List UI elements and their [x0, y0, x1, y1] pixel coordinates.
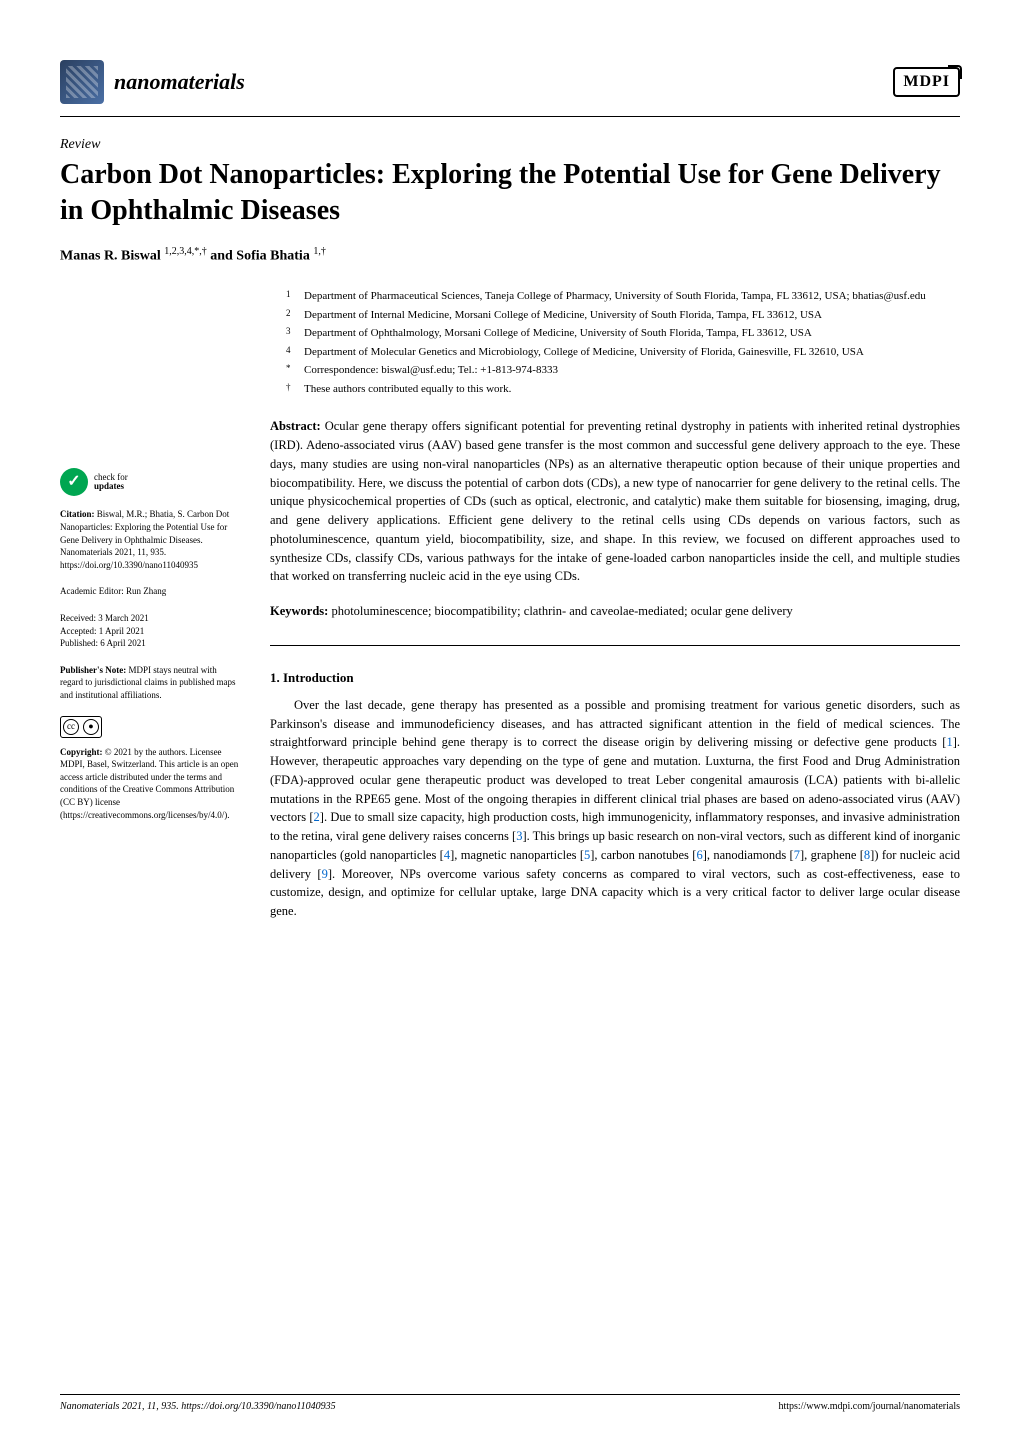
check-line1: check for	[94, 472, 128, 482]
accepted-date: 1 April 2021	[99, 626, 145, 636]
check-updates-text: check for updates	[94, 473, 128, 493]
accepted-label: Accepted:	[60, 626, 96, 636]
ref-link[interactable]: 4	[444, 848, 450, 862]
aff-num: 3	[286, 325, 296, 342]
aff-num: †	[286, 381, 296, 398]
publishers-note-label: Publisher's Note:	[60, 665, 126, 675]
affiliation-item: 2 Department of Internal Medicine, Morsan…	[286, 307, 960, 324]
keywords-divider	[270, 645, 960, 646]
editor-label: Academic Editor:	[60, 586, 124, 596]
footer-left: Nanomaterials 2021, 11, 935. https://doi…	[60, 1401, 336, 1412]
main-column: 1 Department of Pharmaceutical Sciences, …	[270, 288, 960, 921]
keywords-text: photoluminescence; biocompatibility; cla…	[331, 604, 792, 618]
ref-link[interactable]: 9	[322, 867, 328, 881]
aff-text: Department of Internal Medicine, Morsani…	[304, 307, 822, 324]
header-divider	[60, 116, 960, 117]
ref-link[interactable]: 6	[696, 848, 702, 862]
aff-text: Correspondence: biswal@usf.edu; Tel.: +1…	[304, 362, 558, 379]
published-label: Published:	[60, 638, 98, 648]
abstract-text: Ocular gene therapy offers significant p…	[270, 419, 960, 583]
article-type: Review	[60, 137, 960, 153]
ref-link[interactable]: 3	[516, 829, 522, 843]
article-title: Carbon Dot Nanoparticles: Exploring the …	[60, 157, 960, 230]
ref-link[interactable]: 2	[314, 810, 320, 824]
footer-right: https://www.mdpi.com/journal/nanomateria…	[778, 1401, 960, 1412]
editor-value: Run Zhang	[126, 586, 166, 596]
abstract-label: Abstract:	[270, 419, 321, 433]
received-label: Received:	[60, 613, 96, 623]
copyright-text: © 2021 by the authors. Licensee MDPI, Ba…	[60, 747, 238, 820]
aff-text: These authors contributed equally to thi…	[304, 381, 511, 398]
aff-text: Department of Ophthalmology, Morsani Col…	[304, 325, 812, 342]
check-updates-badge[interactable]: check for updates	[60, 468, 240, 496]
citation-label: Citation:	[60, 509, 95, 519]
aff-num: 2	[286, 307, 296, 324]
check-icon	[60, 468, 88, 496]
aff-num: 4	[286, 344, 296, 361]
affiliation-item: 4 Department of Molecular Genetics and Mi…	[286, 344, 960, 361]
body-text: Over the last decade, gene therapy has p…	[270, 696, 960, 921]
affiliations: 1 Department of Pharmaceutical Sciences, …	[270, 288, 960, 397]
dates-block: Received: 3 March 2021 Accepted: 1 April…	[60, 612, 240, 650]
citation-block: Citation: Biswal, M.R.; Bhatia, S. Carbo…	[60, 508, 240, 571]
published-date: 6 April 2021	[100, 638, 146, 648]
aff-text: Department of Pharmaceutical Sciences, T…	[304, 288, 926, 305]
aff-num: 1	[286, 288, 296, 305]
keywords: Keywords: photoluminescence; biocompatib…	[270, 602, 960, 621]
footer: Nanomaterials 2021, 11, 935. https://doi…	[60, 1394, 960, 1412]
license-block: cc ● Copyright: © 2021 by the authors. L…	[60, 716, 240, 822]
affiliation-item: 3 Department of Ophthalmology, Morsani Co…	[286, 325, 960, 342]
editor-block: Academic Editor: Run Zhang	[60, 585, 240, 598]
journal-icon	[60, 60, 104, 104]
ref-link[interactable]: 5	[584, 848, 590, 862]
cc-badge[interactable]: cc ●	[60, 716, 102, 738]
keywords-label: Keywords:	[270, 604, 328, 618]
aff-text: Department of Molecular Genetics and Mic…	[304, 344, 864, 361]
authors: Manas R. Biswal 1,2,3,4,*,† and Sofia Bh…	[60, 246, 960, 265]
affiliation-item: 1 Department of Pharmaceutical Sciences, …	[286, 288, 960, 305]
aff-num: *	[286, 362, 296, 379]
affiliation-item: † These authors contributed equally to th…	[286, 381, 960, 398]
affiliation-item: * Correspondence: biswal@usf.edu; Tel.: +…	[286, 362, 960, 379]
journal-name: nanomaterials	[114, 69, 245, 95]
publishers-note-block: Publisher's Note: MDPI stays neutral wit…	[60, 664, 240, 702]
by-icon: ●	[83, 719, 99, 735]
journal-logo: nanomaterials	[60, 60, 245, 104]
check-line2: updates	[94, 481, 124, 491]
ref-link[interactable]: 8	[864, 848, 870, 862]
copyright-label: Copyright:	[60, 747, 103, 757]
ref-link[interactable]: 1	[946, 735, 952, 749]
cc-icon: cc	[63, 719, 79, 735]
abstract: Abstract: Ocular gene therapy offers sig…	[270, 417, 960, 586]
publisher-logo: MDPI	[893, 67, 960, 97]
section-heading: 1. Introduction	[270, 670, 960, 686]
sidebar: check for updates Citation: Biswal, M.R.…	[60, 288, 240, 921]
header-row: nanomaterials MDPI	[60, 60, 960, 104]
received-date: 3 March 2021	[98, 613, 149, 623]
ref-link[interactable]: 7	[794, 848, 800, 862]
